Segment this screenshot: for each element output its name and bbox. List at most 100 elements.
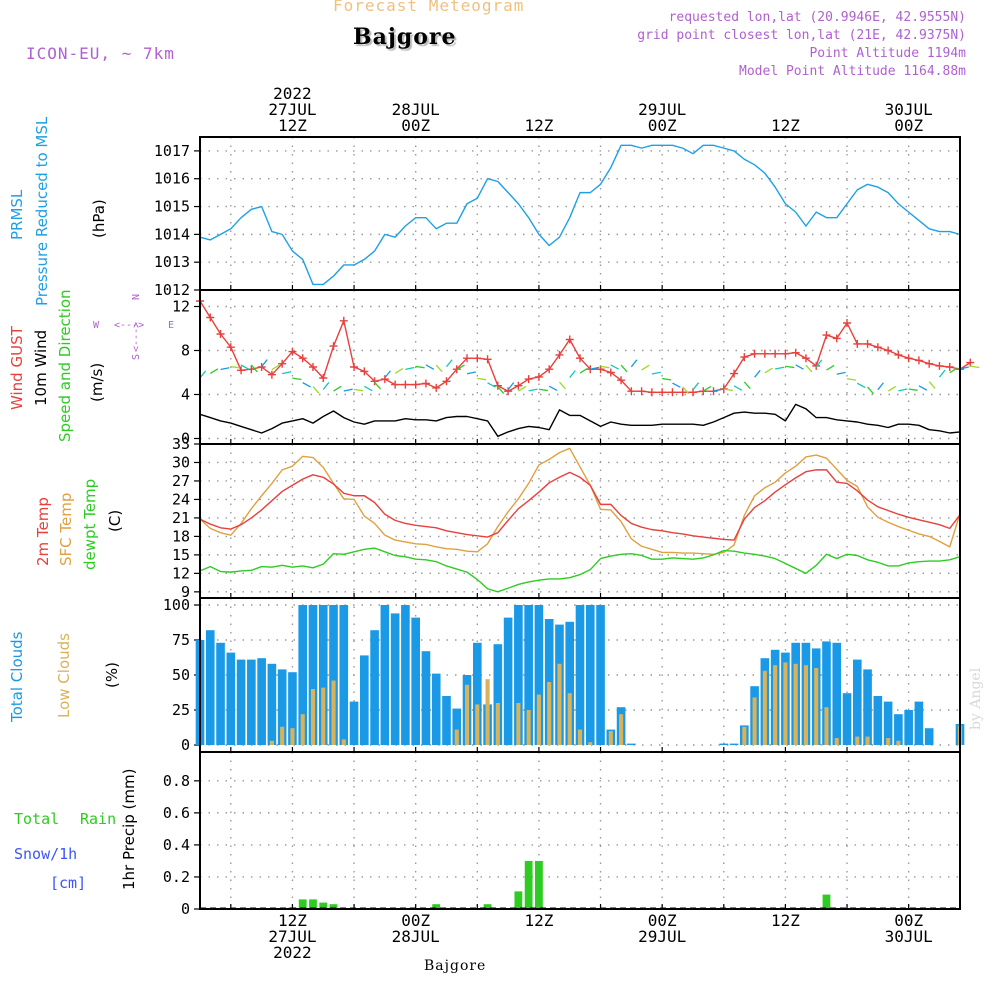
rain-bar — [524, 860, 533, 909]
requested-coords: requested lon,lat (20.9946E, 42.9555N) — [668, 10, 966, 25]
wind-gust-point — [668, 388, 677, 397]
low-cloud-bar — [280, 726, 285, 745]
total-cloud-bar — [904, 710, 913, 745]
y-tick-label: 0 — [181, 430, 190, 448]
total-cloud-bar — [883, 701, 893, 745]
total-cloud-bar — [575, 605, 585, 745]
total-cloud-bar — [863, 669, 872, 745]
wind-direction-arrow — [250, 364, 258, 373]
low-cloud-bar — [516, 703, 521, 745]
bottom-time-label: 12Z — [278, 911, 307, 930]
wind-10m-label: 10m Wind — [32, 329, 50, 406]
wind-direction-arrow — [590, 366, 600, 370]
wind-gust-point — [812, 361, 821, 370]
bottom-time-label: 27JUL — [268, 927, 316, 946]
total-cloud-bar — [842, 693, 852, 745]
low-cloud-bar — [547, 682, 552, 745]
wind-direction-arrow — [620, 364, 628, 373]
y-tick-label: 30 — [172, 453, 190, 471]
wind-direction-arrow — [815, 359, 823, 368]
total-cloud-bar — [390, 613, 400, 745]
wind-direction-arrow — [333, 385, 342, 392]
top-time-label: 00Z — [401, 116, 430, 135]
wind-gust-point — [873, 343, 882, 352]
wind-gust-point — [339, 316, 348, 325]
top-time-label: 27JUL — [268, 100, 316, 119]
wind-direction-arrow — [600, 365, 610, 369]
wind-direction-arrow — [785, 365, 795, 369]
wind-direction-arrow — [497, 386, 505, 394]
low-cloud-bar — [495, 703, 500, 745]
wind-gust-point — [709, 387, 718, 396]
wind-gust-point — [380, 375, 389, 384]
total-cloud-bar — [257, 658, 266, 745]
y-tick-label: 0.2 — [163, 868, 190, 886]
wind-gust-point — [463, 354, 472, 363]
wind-gust-point — [442, 377, 451, 386]
low-cloud-bar — [752, 697, 757, 745]
low-cloud-bar — [300, 714, 305, 745]
wind-direction-arrow — [754, 369, 761, 378]
dewpt-line — [199, 547, 961, 593]
rain-bar — [822, 894, 831, 909]
wind-gust-point — [791, 348, 800, 357]
rain-bar — [432, 904, 441, 909]
wind-direction-arrow — [867, 386, 874, 395]
wind-gust-point — [514, 381, 523, 390]
wind-gust-point — [822, 331, 831, 340]
wind-gust-point — [966, 358, 975, 367]
wind-direction-arrow — [743, 381, 751, 390]
y-tick-label: 50 — [172, 666, 190, 684]
low-cloud-bar — [762, 670, 767, 745]
point-altitude: Point Altitude 1194m — [809, 46, 966, 61]
wind-direction-arrow — [445, 359, 453, 368]
total-cloud-bar — [431, 673, 441, 745]
wind-gust-point — [555, 350, 564, 359]
wind-gust-point — [894, 350, 903, 359]
wind-gust-point — [278, 359, 287, 368]
wind-gust-point — [730, 369, 739, 378]
rain-bar — [483, 904, 492, 909]
wind-direction-arrow — [733, 385, 743, 391]
wind-direction-arrow — [230, 365, 240, 369]
wind-gust-point — [226, 343, 235, 352]
low-cloud-bar — [464, 684, 470, 745]
wind-direction-arrow — [518, 385, 527, 392]
top-time-label: 12Z — [524, 116, 553, 135]
wind-gust-point — [647, 388, 656, 397]
temp-2m-line — [199, 469, 961, 541]
y-tick-label: 0 — [181, 736, 190, 754]
low-cloud-bar — [619, 714, 624, 745]
wind-gust-point — [493, 381, 502, 390]
wind-gust-point — [617, 376, 626, 385]
wind-gust-point — [658, 388, 667, 397]
compass-north: N — [131, 293, 142, 300]
pressure-label-2: Pressure Reduced to MSL — [33, 116, 51, 306]
wind-gust-point — [524, 375, 533, 384]
wind-direction-arrow — [394, 368, 404, 374]
low-cloud-bar — [577, 729, 583, 745]
wind-direction-arrow — [918, 385, 928, 391]
chart-title: Forecast Meteogram — [333, 0, 525, 15]
wind-direction-arrow — [425, 364, 435, 370]
y-tick-label: 18 — [172, 527, 190, 545]
low-cloud-bar — [290, 728, 295, 745]
low-cloud-bar — [834, 738, 839, 745]
pressure-label-1: PRMSL — [8, 189, 26, 240]
snow-unit-label: [cm] — [50, 874, 87, 892]
total-cloud-bar — [822, 641, 831, 745]
low-cloud-bar — [331, 680, 336, 745]
rain-bar — [319, 902, 328, 909]
low-cloud-bar — [321, 687, 326, 745]
total-cloud-bar — [596, 605, 605, 745]
total-cloud-bar — [339, 605, 349, 745]
total-cloud-bar — [565, 621, 575, 745]
wind-gust-point — [473, 354, 482, 363]
y-tick-label: 75 — [172, 631, 190, 649]
compass-south: S — [131, 353, 142, 360]
wind-direction-arrow — [702, 385, 712, 392]
wind-gust-point — [370, 377, 379, 386]
wind-direction-arrow — [569, 370, 576, 378]
